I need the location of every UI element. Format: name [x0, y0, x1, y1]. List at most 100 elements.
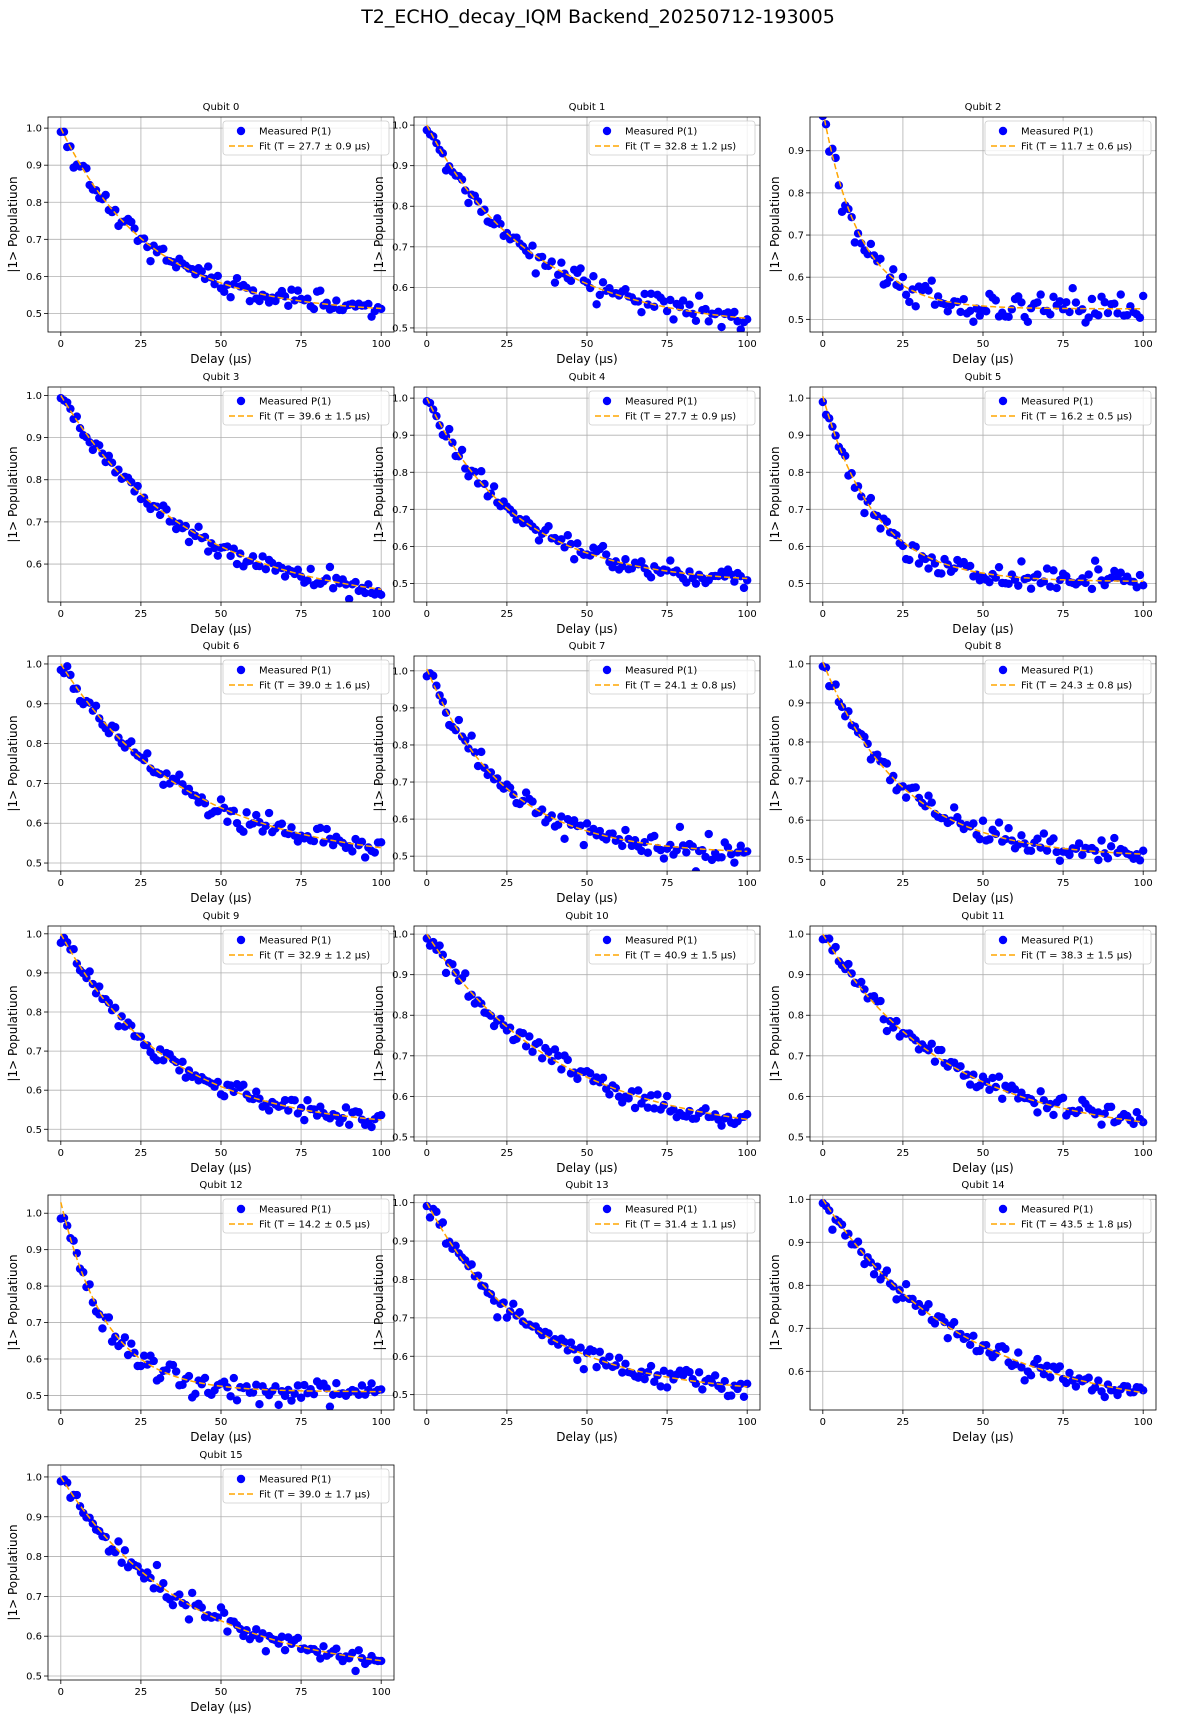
data-point [844, 959, 853, 969]
data-point [534, 1038, 544, 1047]
data-point [194, 522, 203, 532]
data-point [136, 1361, 146, 1371]
subplot-title: Qubit 0 [203, 102, 240, 113]
data-point [457, 445, 467, 455]
data-point [1033, 834, 1042, 843]
data-point [1042, 564, 1052, 573]
data-point [63, 1221, 72, 1230]
data-point [467, 731, 476, 740]
data-point [930, 1057, 940, 1066]
x-tick-label: 100 [1134, 339, 1153, 350]
data-point [367, 1122, 376, 1132]
data-point [143, 1041, 152, 1050]
data-point [975, 834, 984, 844]
y-tick-label: 0.6 [788, 273, 804, 284]
data-point [316, 1102, 325, 1111]
data-point [550, 278, 560, 287]
data-point [831, 942, 840, 952]
legend-label-fit: Fit (T = 43.5 ± 1.8 µs) [1021, 1220, 1132, 1231]
data-point [429, 937, 438, 947]
data-point [213, 1077, 222, 1087]
data-point [956, 307, 965, 317]
legend-label-measured: Measured P(1) [625, 666, 697, 677]
y-tick-label: 0.5 [26, 1672, 42, 1683]
x-tick-label: 100 [738, 1148, 757, 1159]
legend: Measured P(1) Fit (T = 38.3 ± 1.5 µs) [984, 929, 1152, 965]
data-point [1087, 584, 1097, 594]
data-point [930, 559, 940, 568]
data-point [659, 297, 669, 306]
y-tick-label: 0.9 [392, 970, 408, 981]
data-point [726, 1391, 736, 1400]
data-point [255, 296, 264, 306]
fit-curve [60, 933, 382, 1121]
data-point [473, 197, 483, 206]
legend-label-measured: Measured P(1) [625, 936, 697, 947]
data-point [104, 998, 114, 1007]
data-point [203, 262, 213, 271]
data-point [710, 1371, 720, 1380]
data-point [685, 1367, 694, 1377]
data-point [104, 1313, 114, 1322]
legend-marker-measured [602, 1204, 612, 1214]
y-tick-label: 0.6 [26, 1086, 42, 1097]
x-tick-label: 75 [295, 1148, 308, 1159]
x-tick-label: 25 [897, 878, 910, 889]
subplot-qubit-5: 0 25 50 75 100 0.5 0.6 0.7 0.8 0.9 1.0 Qubit 5 Delay… [768, 372, 1157, 636]
y-tick-label: 0.8 [26, 475, 42, 486]
data-point [640, 289, 649, 299]
data-point [477, 467, 486, 476]
data-point [557, 258, 566, 267]
x-axis-label: Delay (µs) [952, 1161, 1013, 1175]
data-point [438, 1218, 448, 1227]
fit-curve [822, 396, 1144, 582]
x-tick-label: 100 [372, 878, 391, 889]
data-point [624, 1094, 633, 1103]
data-point [634, 1086, 643, 1095]
y-tick-label: 1.0 [26, 929, 42, 940]
data-point [85, 1280, 94, 1289]
data-point [277, 1632, 287, 1641]
data-point [284, 1385, 293, 1395]
y-tick-label: 0.7 [26, 235, 42, 246]
data-point [534, 536, 544, 545]
fit-curve [60, 127, 382, 310]
data-point [432, 1207, 441, 1217]
x-tick-label: 75 [295, 609, 308, 620]
scatter-series [422, 1201, 752, 1401]
x-tick-label: 50 [215, 1687, 228, 1698]
data-point [911, 783, 920, 792]
data-point [461, 186, 470, 195]
data-point [701, 304, 710, 314]
legend-marker-measured [998, 935, 1008, 945]
data-point [120, 1546, 130, 1555]
data-point [162, 505, 171, 514]
data-point [300, 1380, 309, 1390]
subplot-title: Qubit 4 [569, 372, 606, 383]
data-point [863, 739, 872, 749]
data-point [637, 307, 646, 317]
subplot-title: Qubit 12 [199, 1180, 242, 1191]
data-point [605, 1352, 614, 1361]
x-tick-label: 0 [820, 339, 826, 350]
data-point [127, 1339, 136, 1348]
data-point [949, 1317, 959, 1327]
data-point [656, 845, 665, 855]
data-point [1046, 1099, 1055, 1109]
data-point [892, 530, 901, 540]
x-tick-label: 25 [135, 1148, 148, 1159]
data-point [991, 1349, 1001, 1358]
legend-marker-measured [998, 1204, 1008, 1214]
x-tick-label: 25 [897, 609, 910, 620]
data-point [319, 1642, 328, 1651]
x-tick-label: 75 [661, 609, 674, 620]
legend-label-measured: Measured P(1) [1021, 1205, 1093, 1216]
data-point [216, 795, 226, 804]
legend-marker-measured [602, 396, 612, 406]
x-tick-label: 50 [977, 339, 990, 350]
y-tick-label: 0.9 [26, 1512, 42, 1523]
legend-label-fit: Fit (T = 27.7 ± 0.9 µs) [625, 412, 736, 423]
y-tick-label: 0.7 [26, 1047, 42, 1058]
x-tick-label: 50 [977, 878, 990, 889]
data-point [300, 1115, 309, 1125]
